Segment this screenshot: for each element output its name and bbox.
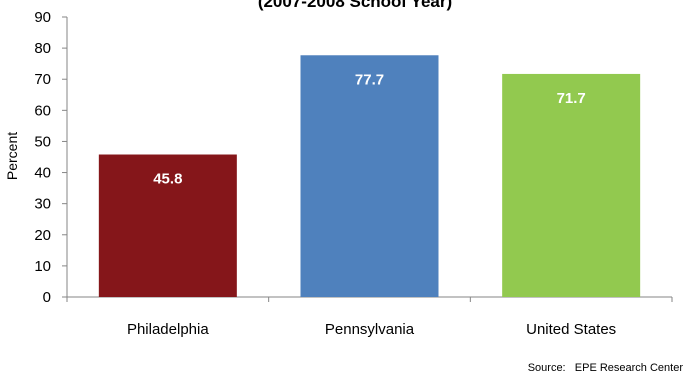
y-axis: 0 10 20 30 40 50 60 70 80 90 [34, 9, 672, 306]
y-tick-label: 80 [34, 40, 51, 57]
data-label: 77.7 [355, 71, 384, 88]
y-tick-label: 60 [34, 102, 51, 119]
source-note: Source: EPE Research Center [528, 362, 684, 374]
y-tick-label: 90 [34, 9, 51, 26]
x-tick-label: Pennsylvania [325, 321, 415, 338]
y-tick-label: 30 [34, 196, 51, 213]
x-tick-label: United States [526, 321, 616, 338]
y-tick-label: 10 [34, 258, 51, 275]
data-labels: 45.8 77.7 71.7 [153, 71, 586, 187]
bar-pennsylvania [300, 55, 439, 298]
y-tick-label: 40 [34, 165, 51, 182]
y-tick-label: 70 [34, 71, 51, 88]
bars [98, 55, 641, 298]
y-tick-label: 0 [43, 289, 51, 306]
data-label: 71.7 [557, 90, 586, 107]
y-axis-label: Percent [4, 132, 20, 180]
y-tick-label: 50 [34, 133, 51, 150]
data-label: 45.8 [153, 171, 182, 188]
x-tick-label: Philadelphia [127, 321, 209, 338]
x-axis: Philadelphia Pennsylvania United States [66, 297, 673, 338]
bar-united-states [502, 73, 641, 297]
bar-philadelphia [98, 154, 237, 297]
chart-title: (2007-2008 School Year) [258, 0, 452, 11]
y-tick-label: 20 [34, 227, 51, 244]
